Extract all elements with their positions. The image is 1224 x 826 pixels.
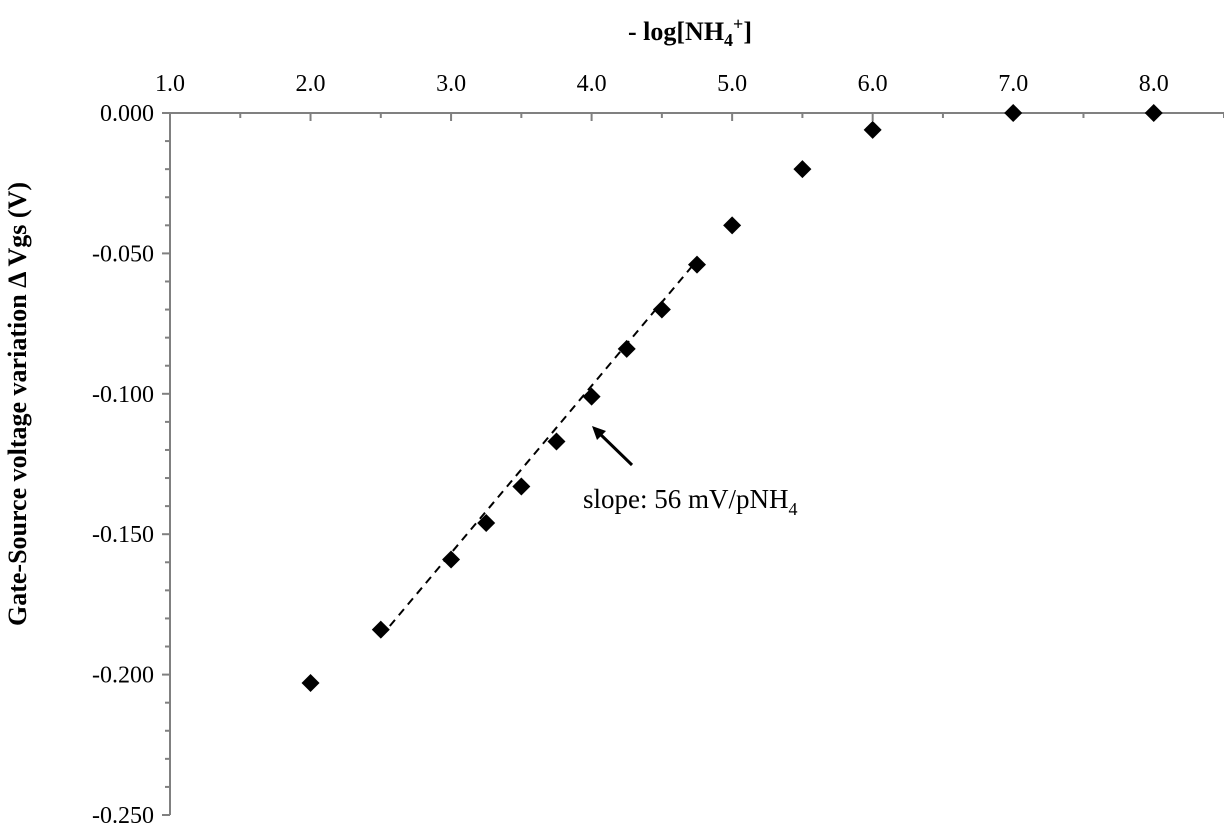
data-point xyxy=(301,674,320,693)
data-points xyxy=(301,104,1163,693)
y-tick-label: 0.000 xyxy=(100,101,154,127)
x-axis-title: - log[NH4+] xyxy=(628,14,752,50)
data-point xyxy=(512,477,531,496)
x-tick-label: 4.0 xyxy=(577,71,607,97)
annotation-text: slope: 56 mV/pNH4 xyxy=(583,484,798,519)
x-tick-label: 6.0 xyxy=(858,71,888,97)
data-point xyxy=(442,550,461,569)
data-point xyxy=(547,432,566,451)
x-tick-label: 3.0 xyxy=(436,71,466,97)
x-tick-label: 1.0 xyxy=(155,71,185,97)
y-tick-label: -0.050 xyxy=(92,241,154,267)
data-point xyxy=(1144,104,1163,122)
y-tick-label: -0.200 xyxy=(92,663,154,689)
data-point xyxy=(723,216,742,235)
x-axis-title-subscript: 4 xyxy=(724,30,733,50)
data-point xyxy=(1004,104,1023,122)
annotation-arrowhead xyxy=(592,426,606,440)
data-point xyxy=(371,620,390,639)
y-tick-label: -0.100 xyxy=(92,382,154,408)
annotation-text-main: slope: 56 mV/pNH xyxy=(583,484,789,514)
x-tick-label: 5.0 xyxy=(717,71,747,97)
annotation-text-subscript: 4 xyxy=(789,499,798,519)
annotation-arrow xyxy=(596,430,634,467)
x-axis-title-superscript: + xyxy=(733,14,743,34)
x-tick-label: 2.0 xyxy=(296,71,326,97)
data-point xyxy=(863,120,882,139)
data-point xyxy=(688,255,706,274)
fit-line-layer xyxy=(380,259,698,638)
y-tick-label: -0.250 xyxy=(92,803,154,826)
data-point xyxy=(617,339,636,358)
axes: 1.0 2.0 3.0 4.0 5.0 6.0 7.0 8.0 0.000 -0.050 -0.10… xyxy=(92,71,1224,826)
data-point xyxy=(793,160,812,179)
y-axis-title: Gate-Source voltage variation Δ Vgs (V) xyxy=(3,182,32,626)
y-tick-label: -0.150 xyxy=(92,522,154,548)
x-axis-title-end: ] xyxy=(743,17,752,46)
x-tick-label: 8.0 xyxy=(1139,71,1169,97)
data-point xyxy=(652,300,671,319)
data-point xyxy=(477,513,496,532)
x-tick-label: 7.0 xyxy=(998,71,1028,97)
x-axis-title-main: - log[NH xyxy=(628,17,724,46)
linear-fit-line xyxy=(380,259,698,638)
data-point xyxy=(582,387,601,406)
slope-annotation: slope: 56 mV/pNH4 xyxy=(583,426,798,519)
